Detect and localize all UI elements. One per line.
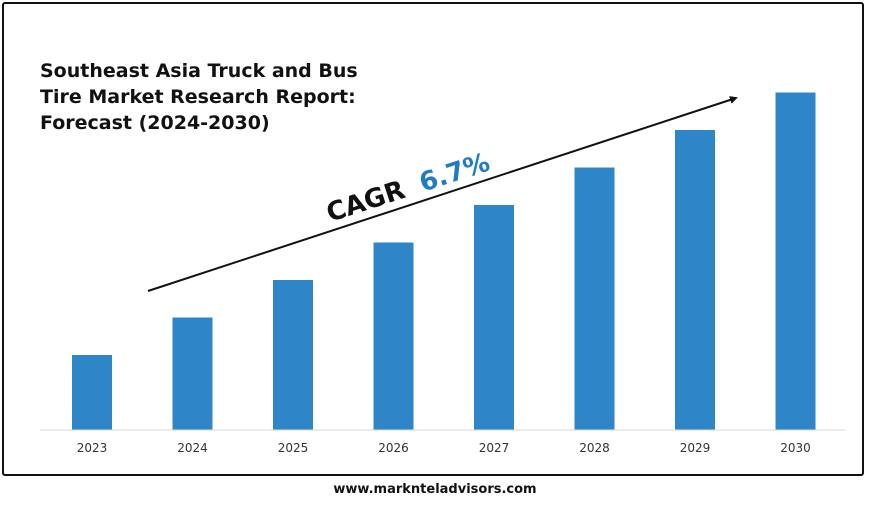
bar-2023 — [72, 355, 112, 430]
x-tick-label-2024: 2024 — [177, 441, 208, 455]
x-tick-label-2029: 2029 — [680, 441, 711, 455]
cagr-annotation: CAGR 6.7% — [323, 148, 494, 229]
chart-frame — [2, 2, 864, 476]
x-tick-labels: 2023 2024 2025 2026 2027 2028 2029 2030 — [77, 441, 811, 455]
bar-2025 — [273, 280, 313, 430]
x-tick-label-2026: 2026 — [378, 441, 409, 455]
bar-2024 — [172, 317, 213, 430]
cagr-label: CAGR — [323, 175, 409, 228]
bar-2026 — [373, 242, 414, 430]
bar-group — [72, 92, 816, 430]
bar-2027 — [474, 205, 514, 430]
x-tick-label-2028: 2028 — [579, 441, 610, 455]
bar-2029 — [675, 130, 715, 430]
trend-arrow — [147, 96, 738, 292]
x-tick-label-2027: 2027 — [479, 441, 510, 455]
bar-2030 — [775, 92, 816, 430]
x-tick-label-2025: 2025 — [278, 441, 309, 455]
x-tick-label-2030: 2030 — [780, 441, 811, 455]
footer-website: www.marknteladvisors.com — [333, 482, 537, 497]
x-tick-label-2023: 2023 — [77, 441, 108, 455]
chart-title: Southeast Asia Truck and Bus Tire Market… — [40, 60, 358, 134]
bar-chart: 2023 2024 2025 2026 2027 2028 2029 2030 CAGR 6.… — [40, 92, 846, 455]
bar-2028 — [574, 167, 615, 430]
